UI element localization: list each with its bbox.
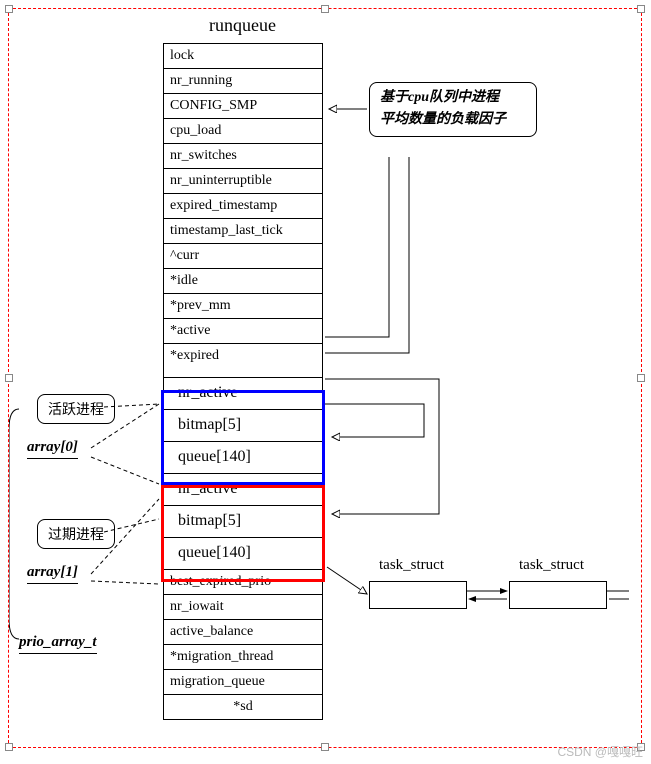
field-active-balance: active_balance xyxy=(164,620,322,645)
callout-active: 活跃进程 xyxy=(37,394,115,424)
diagram-frame: runqueue lock nr_running CONFIG_SMP cpu_… xyxy=(8,8,642,748)
title: runqueue xyxy=(209,15,276,36)
label-array0: array[0] xyxy=(27,439,78,459)
field-expired: *expired xyxy=(164,344,322,378)
field-idle: *idle xyxy=(164,269,322,294)
connector-lines xyxy=(9,9,643,749)
callout-expired: 过期进程 xyxy=(37,519,115,549)
array0-bitmap: bitmap[5] xyxy=(164,410,322,442)
resize-handle xyxy=(321,5,329,13)
note-line2: 平均数量的负载因子 xyxy=(380,112,506,127)
array1-queue: queue[140] xyxy=(164,538,322,570)
array0-nr-active: nr_active xyxy=(164,378,322,410)
field-best-expired-prio: best_expired_prio xyxy=(164,570,322,595)
resize-handle xyxy=(637,5,645,13)
task-struct-box-2 xyxy=(509,581,607,609)
field-nr-running: nr_running xyxy=(164,69,322,94)
task-struct-box-1 xyxy=(369,581,467,609)
watermark: CSDN @嘎嘎旺 xyxy=(557,743,643,760)
array1-bitmap: bitmap[5] xyxy=(164,506,322,538)
field-nr-uninterruptible: nr_uninterruptible xyxy=(164,169,322,194)
field-migration-thread: *migration_thread xyxy=(164,645,322,670)
resize-handle xyxy=(5,374,13,382)
runqueue-table: lock nr_running CONFIG_SMP cpu_load nr_s… xyxy=(163,43,323,720)
struct2-label: task_struct xyxy=(519,557,584,574)
array1-nr-active: nr_active xyxy=(164,474,322,506)
field-lock: lock xyxy=(164,44,322,69)
field-curr: ^curr xyxy=(164,244,322,269)
field-nr-iowait: nr_iowait xyxy=(164,595,322,620)
field-cpu-load: cpu_load xyxy=(164,119,322,144)
resize-handle xyxy=(637,374,645,382)
cpu-load-note: 基于cpu队列中进程 平均数量的负载因子 xyxy=(369,82,537,137)
label-prio-array: prio_array_t xyxy=(19,634,97,654)
field-nr-switches: nr_switches xyxy=(164,144,322,169)
struct1-label: task_struct xyxy=(379,557,444,574)
field-timestamp-last-tick: timestamp_last_tick xyxy=(164,219,322,244)
resize-handle xyxy=(321,743,329,751)
field-active: *active xyxy=(164,319,322,344)
field-prev-mm: *prev_mm xyxy=(164,294,322,319)
field-config-smp: CONFIG_SMP xyxy=(164,94,322,119)
field-migration-queue: migration_queue xyxy=(164,670,322,695)
note-line1: 基于cpu队列中进程 xyxy=(380,90,499,105)
array0-queue: queue[140] xyxy=(164,442,322,474)
label-array1: array[1] xyxy=(27,564,78,584)
resize-handle xyxy=(5,5,13,13)
resize-handle xyxy=(5,743,13,751)
field-expired-timestamp: expired_timestamp xyxy=(164,194,322,219)
field-sd: *sd xyxy=(164,695,322,720)
